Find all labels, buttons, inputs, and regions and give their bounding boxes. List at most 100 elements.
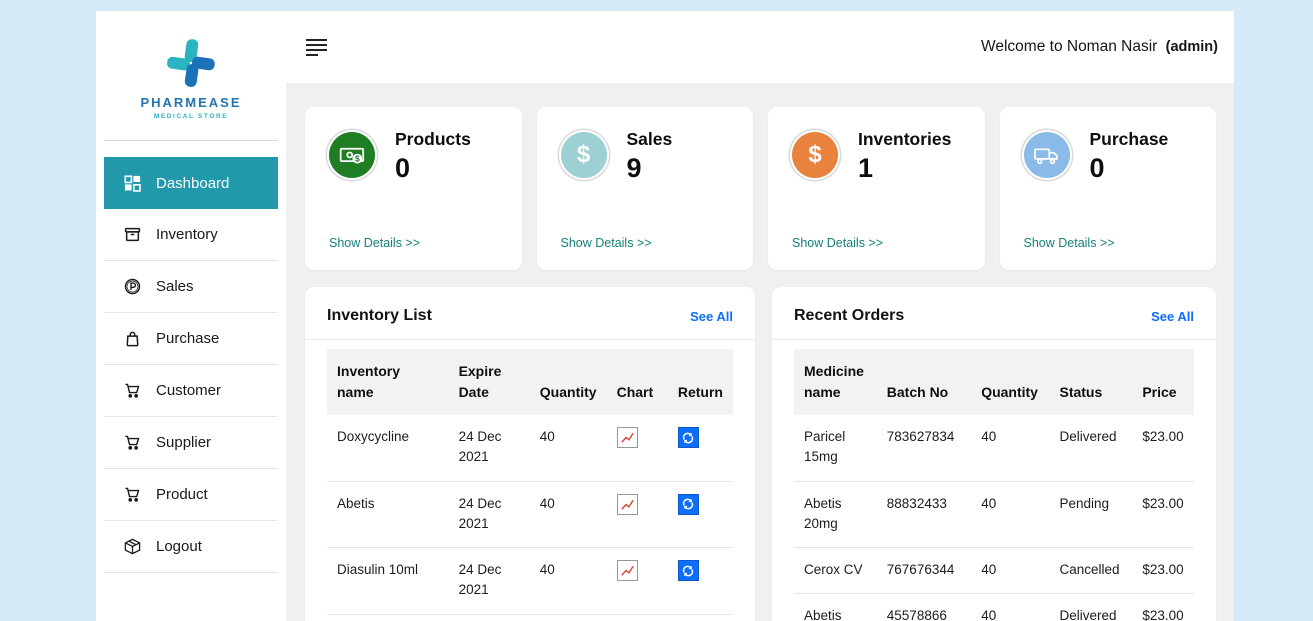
grid-icon <box>124 175 141 192</box>
inventory-name: Abetis <box>327 481 449 548</box>
batch-no: 45578866 <box>877 594 971 621</box>
status-text: Cancelled <box>1049 548 1132 594</box>
column-header: Batch No <box>877 349 971 415</box>
status-text: Delivered <box>1049 415 1132 481</box>
recent-orders-card: Recent Orders See All Medicine name Batc… <box>772 287 1216 621</box>
price: $23.00 <box>1132 415 1194 481</box>
panel-title: Inventory List <box>327 307 432 325</box>
column-header: Status <box>1049 349 1132 415</box>
welcome-message: Welcome to Noman Nasir (admin) <box>981 38 1218 56</box>
inventory-name: Doxycycline <box>327 415 449 481</box>
panels-row: Inventory List See All Inventory name Ex… <box>305 287 1216 621</box>
panel-title: Recent Orders <box>794 307 904 325</box>
cart-icon <box>124 382 141 399</box>
medicine-name: Paricel 15mg <box>794 415 877 481</box>
see-all-link[interactable]: See All <box>690 309 733 324</box>
sidebar-item-logout[interactable]: Logout <box>104 521 278 573</box>
sidebar-item-sales[interactable]: Sales <box>104 261 278 313</box>
sidebar-item-label: Inventory <box>156 226 218 243</box>
logo: PHARMEASE MEDICAL STORE <box>96 11 286 120</box>
return-icon[interactable] <box>678 427 699 448</box>
column-header: Medicine name <box>794 349 877 415</box>
truck-icon <box>1024 132 1070 178</box>
table-row: Abetis 20mg 88832433 40 Pending $23.00 <box>794 481 1194 548</box>
archive-icon <box>124 226 141 243</box>
sidebar-item-dashboard[interactable]: Dashboard <box>104 157 278 209</box>
price: $23.00 <box>1132 594 1194 621</box>
sidebar-item-label: Purchase <box>156 330 219 347</box>
sidebar-item-product[interactable]: Product <box>104 469 278 521</box>
price: $23.00 <box>1132 548 1194 594</box>
welcome-text: Welcome to Noman Nasir <box>981 38 1157 55</box>
stat-card-inventories: $ Inventories 1 Show Details >> <box>768 107 985 270</box>
stat-title: Purchase <box>1090 129 1169 150</box>
dollar-icon: $ <box>561 132 607 178</box>
sidebar-item-label: Sales <box>156 278 194 295</box>
peso-circle-icon <box>124 278 141 295</box>
pharmease-logo-icon <box>165 37 217 89</box>
column-header: Chart <box>607 349 668 415</box>
sidebar-item-label: Customer <box>156 382 221 399</box>
see-all-link[interactable]: See All <box>1151 309 1194 324</box>
quantity: 40 <box>971 594 1049 621</box>
medicine-name: Cerox CV <box>794 548 877 594</box>
stat-value: 1 <box>858 154 951 184</box>
sidebar-item-label: Supplier <box>156 434 211 451</box>
quantity: 40 <box>530 614 607 621</box>
return-icon[interactable] <box>678 560 699 581</box>
app-window: PHARMEASE MEDICAL STORE Dashboard <box>96 11 1234 621</box>
table-row: Cerox CV 24 Dec 2021 40 <box>327 614 733 621</box>
menu-toggle-icon[interactable] <box>302 32 331 63</box>
inventory-list-card: Inventory List See All Inventory name Ex… <box>305 287 755 621</box>
table-row: Doxycycline 24 Dec 2021 40 <box>327 415 733 481</box>
sidebar-item-supplier[interactable]: Supplier <box>104 417 278 469</box>
column-header: Quantity <box>971 349 1049 415</box>
panel-divider <box>305 339 755 340</box>
show-details-link[interactable]: Show Details >> <box>1024 236 1193 250</box>
chart-icon[interactable] <box>617 427 638 448</box>
table-row: Diasulin 10ml 24 Dec 2021 40 <box>327 548 733 615</box>
expire-date: 24 Dec 2021 <box>449 415 530 481</box>
show-details-link[interactable]: Show Details >> <box>329 236 498 250</box>
cart-icon <box>124 434 141 451</box>
quantity: 40 <box>971 481 1049 548</box>
table-row: Paricel 15mg 783627834 40 Delivered $23.… <box>794 415 1194 481</box>
stat-title: Products <box>395 129 471 150</box>
logo-subtitle: MEDICAL STORE <box>96 113 286 120</box>
column-header: Expire Date <box>449 349 530 415</box>
show-details-link[interactable]: Show Details >> <box>561 236 730 250</box>
sidebar: PHARMEASE MEDICAL STORE Dashboard <box>96 11 286 621</box>
chart-icon[interactable] <box>617 560 638 581</box>
stats-row: $ Products 0 Show Details >> $ <box>305 107 1216 270</box>
status-text: Delivered <box>1049 594 1132 621</box>
sidebar-item-inventory[interactable]: Inventory <box>104 209 278 261</box>
sidebar-item-customer[interactable]: Customer <box>104 365 278 417</box>
column-header: Price <box>1132 349 1194 415</box>
table-row: Abetis 20mg 45578866 40 Delivered $23.00 <box>794 594 1194 621</box>
show-details-link[interactable]: Show Details >> <box>792 236 961 250</box>
table-row: Cerox CV 767676344 40 Cancelled $23.00 <box>794 548 1194 594</box>
return-icon[interactable] <box>678 494 699 515</box>
chart-icon[interactable] <box>617 494 638 515</box>
quantity: 40 <box>971 548 1049 594</box>
svg-text:$: $ <box>354 153 359 163</box>
sidebar-menu: Dashboard Inventory Sales <box>104 157 278 573</box>
batch-no: 767676344 <box>877 548 971 594</box>
column-header: Return <box>668 349 733 415</box>
column-header: Inventory name <box>327 349 449 415</box>
dollar-icon: $ <box>792 132 838 178</box>
expire-date: 24 Dec 2021 <box>449 481 530 548</box>
cart-icon <box>124 486 141 503</box>
stat-value: 0 <box>395 154 471 184</box>
sidebar-item-purchase[interactable]: Purchase <box>104 313 278 365</box>
top-header: Welcome to Noman Nasir (admin) <box>286 11 1234 83</box>
price: $23.00 <box>1132 481 1194 548</box>
sidebar-item-label: Logout <box>156 538 202 555</box>
quantity: 40 <box>530 481 607 548</box>
user-role-badge: (admin) <box>1166 39 1218 55</box>
sidebar-divider <box>104 140 278 141</box>
stat-card-purchase: Purchase 0 Show Details >> <box>1000 107 1217 270</box>
stat-value: 0 <box>1090 154 1169 184</box>
panel-divider <box>772 339 1216 340</box>
stat-title: Sales <box>627 129 673 150</box>
